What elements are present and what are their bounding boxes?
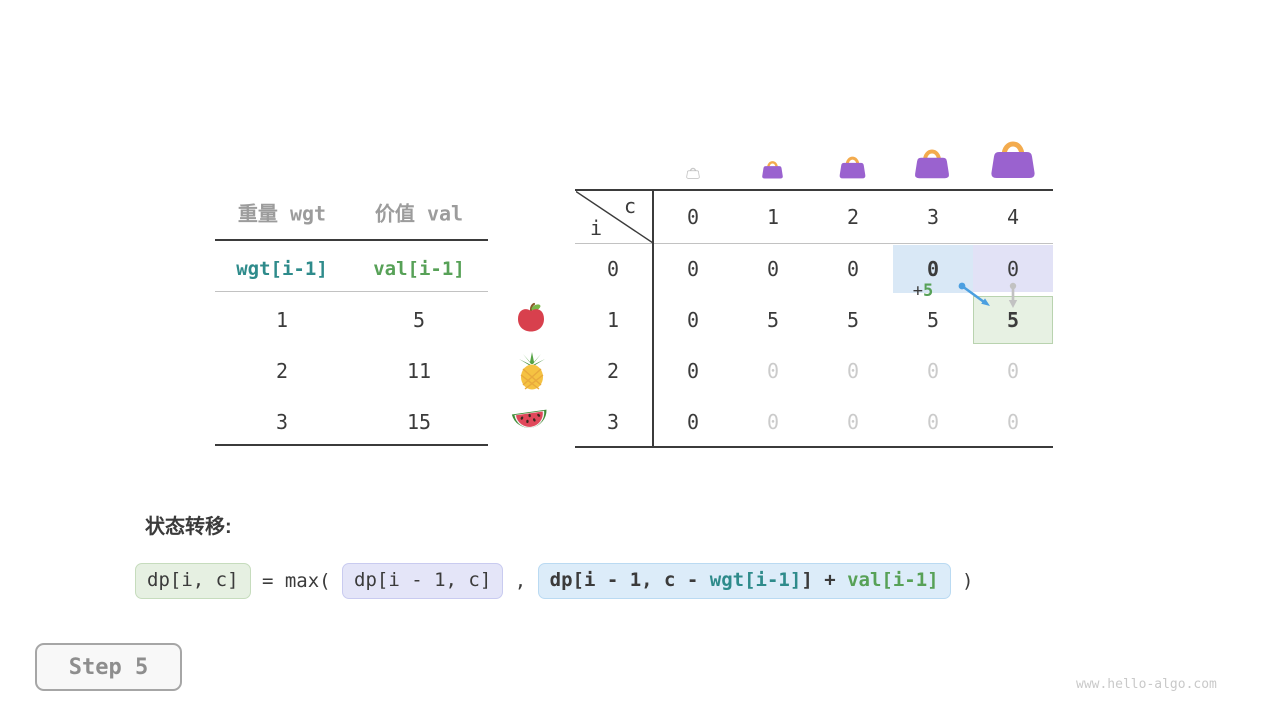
dp-row-header-0: 0 [606, 257, 620, 281]
dp-cell-0-4: 0 [1006, 257, 1020, 281]
bag-icon-4 [991, 141, 1035, 178]
dp-table-vertical-divider [652, 189, 654, 448]
formula-eq-max: = max( [250, 570, 343, 592]
bag-icon-3 [915, 149, 949, 179]
item-3-value: 15 [406, 410, 432, 434]
formula-take-mid: ] + [801, 569, 848, 592]
dp-cell-3-1: 0 [766, 410, 780, 434]
transition-label: 状态转移: [145, 516, 232, 538]
items-table-wgt-index: wgt[i-1] [236, 258, 328, 280]
dp-cell-1-2: 5 [846, 308, 860, 332]
dp-row-header-2: 2 [606, 359, 620, 383]
dp-cell-1-3: 5 [926, 308, 940, 332]
dp-cell-3-2: 0 [846, 410, 860, 434]
items-table-divider-mid [215, 291, 488, 292]
bag-icon-1 [762, 161, 783, 179]
dp-cell-3-0: 0 [686, 410, 700, 434]
dp-col-header-0: 0 [686, 205, 700, 229]
items-table-header-weight: 重量 wgt [237, 201, 327, 226]
transition-arrows [958, 282, 1018, 308]
dp-cell-3-4: 0 [1006, 410, 1020, 434]
formula-comma: , [503, 570, 538, 592]
item-3-weight: 3 [275, 410, 289, 434]
items-table-divider-bottom [215, 444, 488, 446]
formula-take-wgt: wgt[i-1] [709, 569, 802, 592]
dp-cell-0-2: 0 [846, 257, 860, 281]
formula-close-paren: ) [950, 570, 974, 592]
dp-col-header-2: 2 [846, 205, 860, 229]
take-item-arrow [958, 282, 990, 306]
dp-corner-col-label: c [623, 194, 637, 218]
items-table-val-index: val[i-1] [373, 258, 465, 280]
watermelon-icon [511, 409, 547, 428]
step-indicator: Step 5 [35, 643, 182, 691]
dp-cell-2-1: 0 [766, 359, 780, 383]
annotation-plus: + [912, 281, 923, 301]
dp-cell-0-1: 0 [766, 257, 780, 281]
dp-row-header-1: 1 [606, 308, 620, 332]
dp-col-header-4: 4 [1006, 205, 1020, 229]
formula-lhs-box: dp[i, c] [135, 563, 251, 599]
dp-cell-0-3: 0 [926, 257, 940, 281]
formula-take-item-box: dp[i - 1, c - wgt[i-1]] + val[i-1] [537, 563, 951, 599]
items-table-header-value: 价值 val [374, 201, 464, 226]
dp-cell-2-4: 0 [1006, 359, 1020, 383]
formula-take-pre: dp[i - 1, c - [549, 569, 710, 592]
formula-take-val: val[i-1] [847, 569, 939, 592]
pineapple-icon [519, 352, 545, 390]
dp-table-border-top [575, 189, 1053, 191]
item-1-weight: 1 [275, 308, 289, 332]
dp-col-header-1: 1 [766, 205, 780, 229]
dp-corner-row-label: i [589, 216, 603, 240]
bag-icon-2 [839, 156, 866, 179]
formula-prev-same-box: dp[i - 1, c] [342, 563, 504, 599]
dp-cell-1-0: 0 [686, 308, 700, 332]
dp-cell-2-0: 0 [686, 359, 700, 383]
annotation-value: 5 [923, 281, 934, 301]
dp-cell-2-3: 0 [926, 359, 940, 383]
apple-icon [518, 302, 544, 332]
transition-formula: dp[i, c] = max( dp[i - 1, c] , dp[i - 1,… [135, 560, 973, 602]
dp-cell-1-4: 5 [1006, 308, 1020, 332]
item-1-value: 5 [412, 308, 426, 332]
dp-cell-1-1: 5 [766, 308, 780, 332]
dp-cell-0-0: 0 [686, 257, 700, 281]
item-2-value: 11 [406, 359, 432, 383]
dp-row-header-3: 3 [606, 410, 620, 434]
bag-icon-0 [686, 167, 700, 179]
items-table-divider-top [215, 239, 488, 241]
plus-value-annotation: +5 [913, 281, 934, 301]
dp-table-border-bottom [575, 446, 1053, 448]
dp-table-header-divider [575, 243, 1053, 244]
dp-col-header-3: 3 [926, 205, 940, 229]
watermark: www.hello-algo.com [1076, 677, 1217, 692]
dp-cell-2-2: 0 [846, 359, 860, 383]
skip-item-arrow [1008, 282, 1018, 308]
dp-cell-3-3: 0 [926, 410, 940, 434]
item-2-weight: 2 [275, 359, 289, 383]
dp-table-corner-diagonal [576, 191, 653, 243]
